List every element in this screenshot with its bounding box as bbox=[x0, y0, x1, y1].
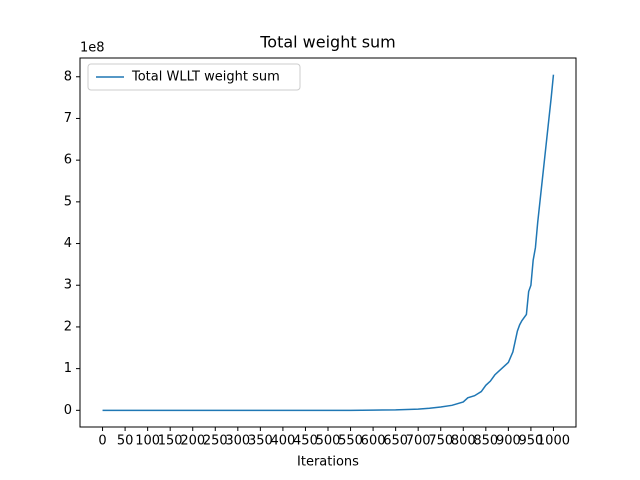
x-tick-label: 600 bbox=[361, 434, 386, 449]
x-tick-label: 550 bbox=[338, 434, 363, 449]
x-tick-label: 400 bbox=[270, 434, 295, 449]
y-tick-label: 3 bbox=[64, 278, 72, 293]
chart-title: Total weight sum bbox=[259, 33, 396, 52]
x-tick-label: 850 bbox=[473, 434, 498, 449]
x-tick-label: 50 bbox=[117, 434, 134, 449]
x-tick-label: 150 bbox=[158, 434, 183, 449]
x-tick-label: 0 bbox=[98, 434, 106, 449]
x-tick-label: 100 bbox=[135, 434, 160, 449]
x-tick-label: 700 bbox=[406, 434, 431, 449]
x-tick-label: 250 bbox=[203, 434, 228, 449]
y-tick-label: 7 bbox=[64, 111, 72, 126]
x-tick-label: 800 bbox=[451, 434, 476, 449]
x-tick-label: 450 bbox=[293, 434, 318, 449]
y-tick-label: 6 bbox=[64, 153, 72, 168]
y-tick-label: 4 bbox=[64, 236, 72, 251]
y-tick-label: 0 bbox=[64, 403, 72, 418]
y-tick-label: 8 bbox=[64, 69, 72, 84]
x-tick-label: 1000 bbox=[537, 434, 570, 449]
x-tick-label: 650 bbox=[383, 434, 408, 449]
y-tick-label: 2 bbox=[64, 319, 72, 334]
x-tick-label: 500 bbox=[316, 434, 341, 449]
x-tick-label: 900 bbox=[496, 434, 521, 449]
legend-box bbox=[87, 63, 301, 91]
x-tick-label: 350 bbox=[248, 434, 273, 449]
x-tick-label: 750 bbox=[428, 434, 453, 449]
legend-label: Total WLLT weight sum bbox=[131, 70, 280, 85]
x-tick-label: 950 bbox=[518, 434, 543, 449]
y-offset-label: 1e8 bbox=[80, 41, 105, 56]
y-tick-label: 1 bbox=[64, 361, 72, 376]
x-tick-label: 300 bbox=[225, 434, 250, 449]
x-tick-label: 200 bbox=[180, 434, 205, 449]
y-tick-label: 5 bbox=[64, 194, 72, 209]
x-axis-label: Iterations bbox=[297, 455, 359, 470]
line-series bbox=[102, 74, 555, 412]
